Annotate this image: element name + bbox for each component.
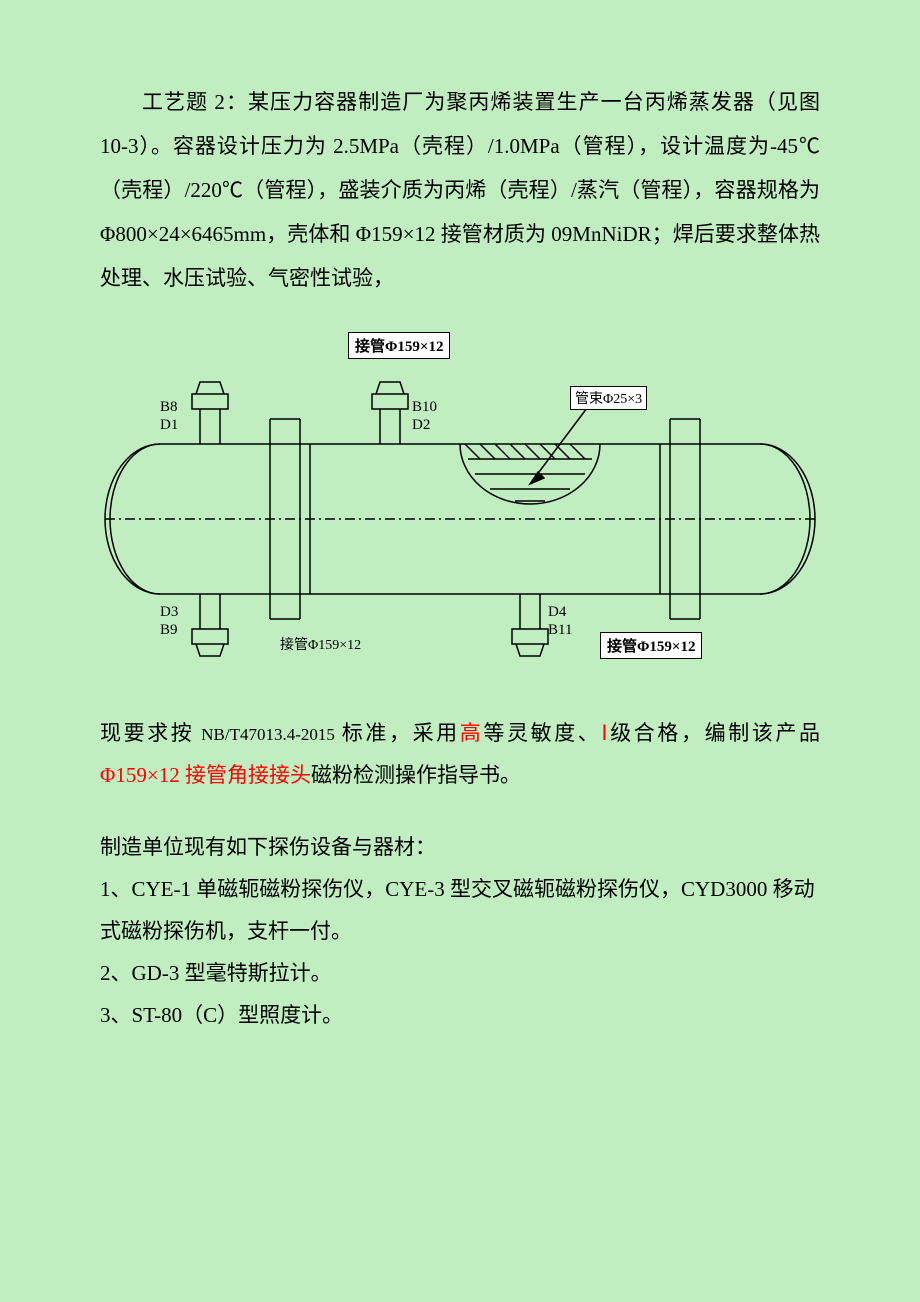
p2-red3: Φ159×12 接管角接接头 <box>100 763 311 787</box>
bottom-nozzle-left-label: 接管Φ159×12 <box>280 634 361 654</box>
top-nozzle-label: 接管Φ159×12 <box>348 332 450 359</box>
p2-seg3: 级合格，编制该产品 <box>610 721 820 745</box>
p2-std: NB/T47013.4-2015 <box>194 725 341 744</box>
p2-seg1c: 标准，采用 <box>342 721 460 745</box>
p2-seg4: 磁粉检测操作指导书。 <box>311 763 521 787</box>
label-d4: D4 <box>548 604 566 621</box>
equipment-header: 制造单位现有如下探伤设备与器材： <box>100 826 820 868</box>
paragraph-1: 工艺题 2：某压力容器制造厂为聚丙烯装置生产一台丙烯蒸发器（见图 10-3）。容… <box>100 80 820 300</box>
p2-red2: Ⅰ <box>601 721 610 745</box>
equipment-item-2: 2、GD-3 型毫特斯拉计。 <box>100 952 820 994</box>
vessel-diagram: 接管Φ159×12 管束Φ25×3 B8 D1 B10 D2 D3 B9 D4 … <box>100 324 820 684</box>
label-b9: B9 <box>160 622 178 639</box>
p2-seg1: 现要求按 <box>100 721 194 745</box>
vessel-svg <box>100 324 820 684</box>
p2-red1: 高 <box>460 721 484 745</box>
paragraph-2: 现要求按 NB/T47013.4-2015 标准，采用高等灵敏度、Ⅰ级合格，编制… <box>100 712 820 796</box>
label-d2: D2 <box>412 417 430 434</box>
equipment-item-1: 1、CYE-1 单磁轭磁粉探伤仪，CYE-3 型交叉磁轭磁粉探伤仪，CYD300… <box>100 868 820 952</box>
bottom-nozzle-right-label: 接管Φ159×12 <box>600 632 702 659</box>
label-b10: B10 <box>412 399 437 416</box>
p2-seg2: 等灵敏度、 <box>483 721 601 745</box>
tube-bundle-label: 管束Φ25×3 <box>570 386 647 410</box>
label-d1: D1 <box>160 417 178 434</box>
label-b8: B8 <box>160 399 178 416</box>
label-b11: B11 <box>548 622 572 639</box>
equipment-item-3: 3、ST-80（C）型照度计。 <box>100 994 820 1036</box>
label-d3: D3 <box>160 604 178 621</box>
